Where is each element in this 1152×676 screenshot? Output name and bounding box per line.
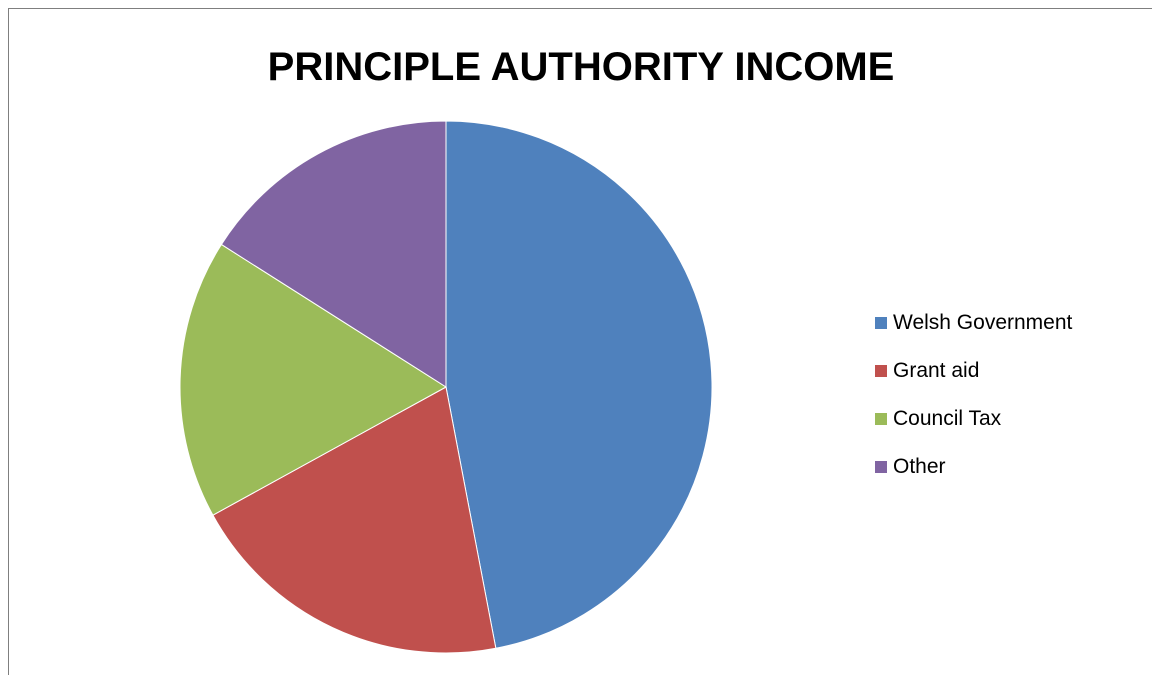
pie-chart <box>179 120 713 654</box>
legend-label: Other <box>893 455 946 478</box>
legend-swatch <box>875 413 887 425</box>
legend-item-other: Other <box>875 443 1145 491</box>
pie-slices <box>179 120 713 654</box>
pie-slice-council-tax <box>179 243 447 516</box>
pie-slice-welsh-government <box>445 120 713 649</box>
legend-label: Grant aid <box>893 359 980 382</box>
chart-title: PRINCIPLE AUTHORITY INCOME <box>267 45 895 89</box>
legend-swatch <box>875 365 887 377</box>
legend-swatch <box>875 461 887 473</box>
legend-label: Council Tax <box>893 407 1002 430</box>
legend-label: Welsh Government <box>893 311 1073 334</box>
chart-area: PRINCIPLE AUTHORITY INCOME Welsh Governm… <box>8 8 1152 675</box>
legend-swatch <box>875 317 887 329</box>
pie-slice-grant-aid <box>212 386 497 654</box>
legend-item-grant-aid: Grant aid <box>875 347 1145 395</box>
legend-item-council-tax: Council Tax <box>875 395 1145 443</box>
pie-slice-other <box>220 120 447 388</box>
legend: Welsh Government Grant aid Council Tax O… <box>875 299 1145 491</box>
legend-item-welsh-government: Welsh Government <box>875 299 1145 347</box>
